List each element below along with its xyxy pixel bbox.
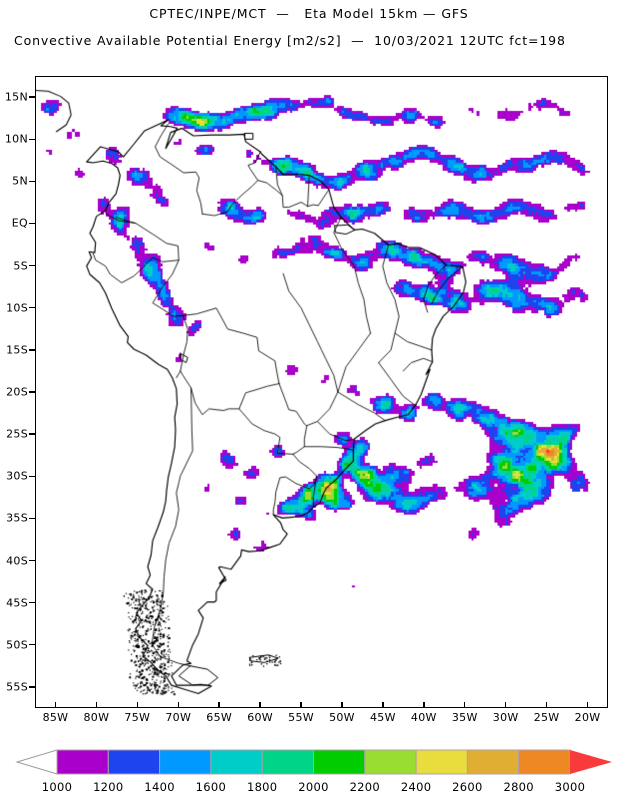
colorbar-swatch [518,749,571,775]
y-tick-mark [29,307,35,309]
x-tick-label: 75W [124,711,151,724]
x-tick-label: 55W [288,711,314,724]
y-tick-mark [29,644,35,646]
x-tick-label: 50W [329,711,355,724]
colorbar-swatch [313,749,366,775]
colorbar-tick-label: 2800 [503,780,534,794]
y-tick-mark [29,222,35,225]
y-tick-mark [29,391,35,393]
x-tick-label: 35W [451,711,478,724]
colorbar-tick-label: 2000 [298,780,329,794]
colorbar-swatch [159,749,212,775]
y-tick-mark [29,475,35,477]
colorbar: 1000 1200 1400 1600 1800 2000 2200 2400 2600 2800… [0,745,618,800]
x-tick-label: 40W [410,711,437,724]
x-tick-label: 30W [492,711,519,724]
y-tick-mark [29,264,35,267]
colorbar-tick-label: 1200 [93,780,124,794]
colorbar-tick-label: 1600 [195,780,227,794]
colorbar-tick-label: 3000 [554,780,586,794]
colorbar-swatch [210,749,263,775]
chart-subtitle: Convective Available Potential Energy [m… [14,33,566,48]
colorbar-tick-label: 1400 [144,780,175,794]
y-tick-label: 5S [13,259,28,273]
y-tick-label: 10S [6,301,28,315]
y-tick-mark [29,686,35,688]
x-axis-labels: 85W 80W 75W 70W 65W 60W 55W 50W 45W 40W 35W 30W 25W 2… [0,711,618,731]
map-plot-area [35,76,608,708]
colorbar-swatch [466,749,520,775]
x-tick-mark [177,702,179,708]
x-tick-mark [382,702,384,708]
x-tick-label: 85W [42,711,69,724]
y-tick-label: 20S [6,385,28,399]
y-tick-mark [29,559,35,562]
y-tick-label: 10N [4,132,28,146]
x-tick-mark [218,702,220,708]
colorbar-tick-label: 1800 [246,780,278,794]
y-tick-label: EQ [11,216,28,230]
y-tick-label: 15S [6,343,28,357]
y-tick-mark [29,180,35,183]
colorbar-tick-label: 2600 [452,780,483,794]
y-tick-mark [29,433,35,435]
colorbar-tick-label: 2200 [349,780,381,794]
x-tick-mark [300,702,302,708]
y-tick-label: 5N [12,174,28,188]
y-tick-mark [29,138,35,140]
x-tick-label: 20W [574,711,601,724]
y-tick-label: 15N [4,90,28,104]
x-tick-mark [423,702,425,708]
y-axis-labels: 15N 10N 5N EQ 5S 10S 15S 20S 25S 30S 35S 40S 45S 50S 5… [0,0,33,800]
y-tick-label: 40S [6,554,28,568]
chart-header: CPTEC/INPE/MCT — Eta Model 15km — GFS Co… [0,0,618,60]
x-tick-mark [586,702,589,708]
colorbar-tick-label: 1000 [41,780,73,794]
colorbar-under-arrow [15,749,58,775]
x-tick-mark [95,702,98,708]
x-tick-label: 65W [206,711,233,724]
y-tick-mark [29,96,35,98]
colorbar-swatch [415,749,468,775]
colorbar-tick-label: 2400 [400,780,432,794]
chart-title: CPTEC/INPE/MCT — Eta Model 15km — GFS [149,6,469,21]
x-tick-label: 45W [370,711,396,724]
x-tick-label: 60W [247,711,273,724]
x-tick-label: 70W [165,711,192,724]
y-tick-label: 35S [6,511,28,525]
colorbar-swatches [15,749,612,775]
x-tick-mark [259,702,261,708]
y-tick-label: 55S [6,680,28,694]
x-tick-mark [464,702,466,708]
colorbar-over-arrow [570,750,612,774]
colorbar-swatch [261,749,315,775]
y-tick-label: 25S [6,427,28,441]
colorbar-swatch [56,749,109,775]
y-tick-label: 30S [6,469,28,483]
x-tick-mark [54,702,57,708]
x-tick-label: 25W [533,711,560,724]
x-tick-mark [136,702,138,708]
y-tick-mark [29,349,35,351]
colorbar-swatch [364,749,417,775]
x-tick-mark [504,702,507,708]
colorbar-swatch [107,749,161,775]
x-tick-mark [545,702,548,708]
cape-field-canvas [36,77,607,707]
y-tick-mark [29,601,35,604]
y-tick-label: 45S [6,596,28,610]
x-tick-mark [341,702,343,708]
y-tick-label: 50S [6,638,28,652]
x-tick-label: 80W [83,711,110,724]
y-tick-mark [29,517,35,520]
